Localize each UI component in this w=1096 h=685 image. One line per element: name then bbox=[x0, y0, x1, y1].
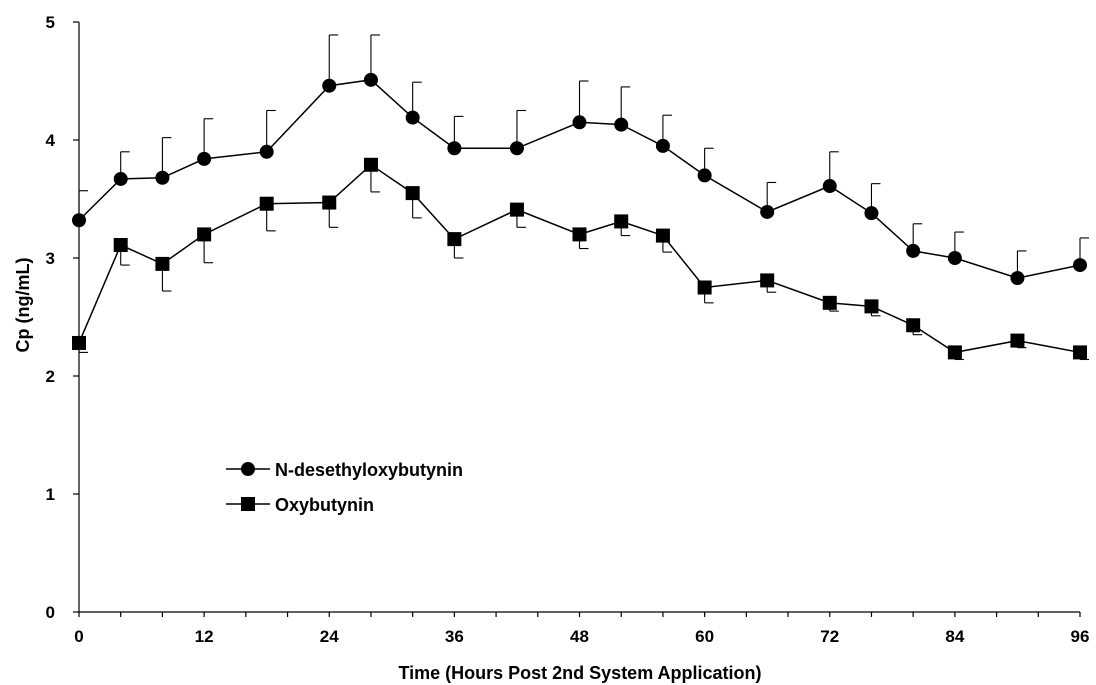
data-point-circle bbox=[197, 151, 212, 166]
data-point-square bbox=[447, 232, 462, 247]
data-point-square bbox=[509, 202, 524, 217]
series-line-1 bbox=[78, 163, 1081, 354]
y-tick-label: 4 bbox=[46, 131, 56, 150]
data-point-square bbox=[322, 195, 337, 210]
data-point-square bbox=[363, 157, 378, 172]
data-point-circle bbox=[405, 110, 420, 125]
y-tick-label: 1 bbox=[46, 485, 55, 504]
data-point-square bbox=[947, 345, 962, 360]
data-point-circle bbox=[572, 115, 587, 130]
data-point-circle bbox=[1010, 271, 1025, 286]
data-point-circle bbox=[259, 144, 274, 159]
data-point-square bbox=[113, 238, 128, 253]
x-tick-label: 24 bbox=[320, 627, 339, 646]
data-point-square bbox=[1010, 333, 1025, 348]
data-point-circle bbox=[509, 141, 524, 156]
data-point-circle bbox=[947, 251, 962, 265]
data-point-circle bbox=[906, 243, 921, 258]
data-point-square bbox=[906, 318, 921, 333]
data-point-square bbox=[697, 280, 712, 295]
data-point-square bbox=[655, 228, 670, 243]
y-tick-label: 0 bbox=[46, 603, 55, 622]
data-point-circle bbox=[1073, 258, 1087, 273]
data-point-square bbox=[1073, 345, 1087, 360]
x-tick-label: 12 bbox=[195, 627, 214, 646]
data-point-square bbox=[259, 196, 274, 211]
data-point-square bbox=[197, 227, 212, 242]
data-point-circle bbox=[72, 213, 86, 228]
data-point-square bbox=[155, 256, 170, 271]
y-axis-title: Cp (ng/mL) bbox=[13, 258, 33, 353]
data-point-circle bbox=[655, 138, 670, 153]
x-tick-label: 96 bbox=[1071, 627, 1090, 646]
y-tick-label: 3 bbox=[46, 249, 55, 268]
data-point-circle bbox=[155, 170, 170, 185]
data-point-circle bbox=[447, 141, 462, 156]
x-tick-label: 48 bbox=[570, 627, 589, 646]
data-point-square bbox=[760, 273, 775, 288]
data-point-square bbox=[822, 295, 837, 310]
legend-label-series-0: N-desethyloxybutynin bbox=[275, 460, 463, 480]
data-point-circle bbox=[864, 206, 879, 221]
legend: N-desethyloxybutynin Oxybutynin bbox=[226, 460, 463, 515]
x-tick-label: 84 bbox=[945, 627, 964, 646]
data-point-square bbox=[864, 299, 879, 314]
data-point-circle bbox=[614, 117, 629, 132]
data-point-circle bbox=[697, 168, 712, 183]
data-point-circle bbox=[822, 179, 837, 194]
legend-label-series-1: Oxybutynin bbox=[275, 495, 374, 515]
data-point-square bbox=[405, 186, 420, 201]
data-point-circle bbox=[322, 78, 337, 93]
x-tick-label: 60 bbox=[695, 627, 714, 646]
data-point-circle bbox=[113, 171, 128, 186]
data-point-circle bbox=[760, 204, 775, 219]
legend-item-series-0: N-desethyloxybutynin bbox=[226, 460, 463, 480]
legend-marker-circle bbox=[241, 462, 255, 476]
x-axis-title: Time (Hours Post 2nd System Application) bbox=[398, 663, 761, 683]
data-point-square bbox=[572, 227, 587, 242]
y-tick-label: 2 bbox=[46, 367, 55, 386]
data-point-circle bbox=[363, 72, 378, 87]
x-tick-label: 0 bbox=[74, 627, 83, 646]
legend-item-series-1: Oxybutynin bbox=[226, 495, 374, 515]
x-tick-label: 36 bbox=[445, 627, 464, 646]
legend-marker-square bbox=[241, 497, 255, 511]
y-tick-label: 5 bbox=[46, 13, 55, 32]
data-point-square bbox=[72, 335, 86, 350]
data-point-square bbox=[614, 214, 629, 229]
x-tick-label: 72 bbox=[820, 627, 839, 646]
